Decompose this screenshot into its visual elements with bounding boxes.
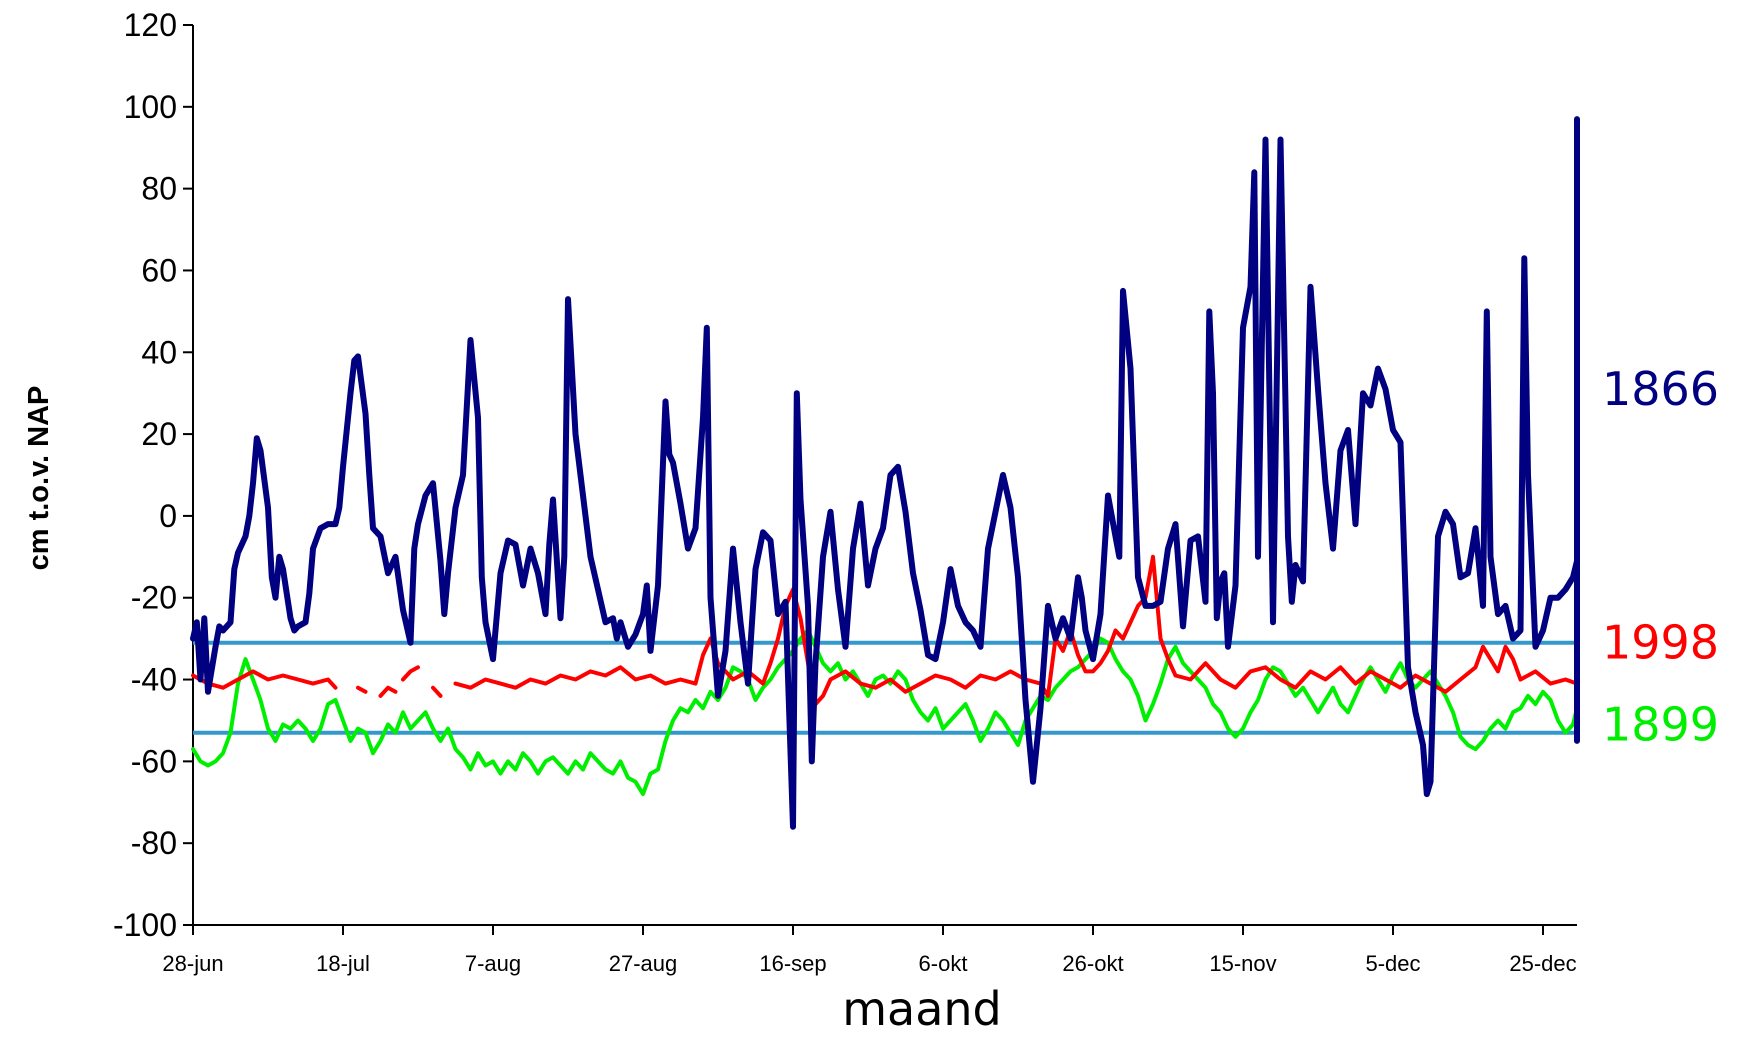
x-tick-label: 5-dec	[1365, 951, 1420, 976]
series-annotation-1899: 1899	[1602, 698, 1719, 752]
series-line-1998	[453, 554, 1579, 707]
x-tick-label: 7-aug	[465, 951, 521, 976]
series-line-1998	[356, 685, 368, 694]
x-axis-label: maand	[842, 982, 1002, 1036]
chart-labels: 1866 1998 1899	[1602, 362, 1719, 751]
y-tick-label: 60	[141, 252, 177, 288]
x-tick-label: 16-sep	[759, 951, 826, 976]
y-tick-label: -80	[131, 825, 177, 861]
series-annotation-1998: 1998	[1602, 616, 1719, 670]
x-tick-label: 25-dec	[1509, 951, 1576, 976]
series-layer	[190, 116, 1580, 830]
y-tick-label: 100	[124, 89, 177, 125]
x-tick-label: 18-jul	[316, 951, 370, 976]
reference-lines	[193, 640, 1577, 735]
x-tick-label: 15-nov	[1209, 951, 1276, 976]
series-line-1998	[431, 685, 443, 698]
x-tick-label: 28-jun	[162, 951, 223, 976]
y-axis-label: cm t.o.v. NAP	[23, 386, 55, 571]
chart-axes: 120 100 80 60 40 20 0 -20 -40 -60 -80 -100 28-jun 18-…	[113, 7, 1577, 976]
y-tick-label: -100	[113, 907, 177, 943]
series-line-1866	[190, 116, 1580, 830]
series-line-1998	[378, 685, 398, 698]
series-annotation-1866: 1866	[1602, 362, 1719, 416]
y-tick-label: -40	[131, 662, 177, 698]
series-line-1998	[191, 669, 338, 690]
y-tick-label: 0	[159, 498, 177, 534]
x-tick-label: 27-aug	[609, 951, 678, 976]
y-tick-label: 120	[124, 7, 177, 43]
y-tick-label: 20	[141, 416, 177, 452]
y-tick-label: -20	[131, 580, 177, 616]
y-tick-label: -60	[131, 743, 177, 779]
y-tick-label: 80	[141, 171, 177, 207]
x-tick-label: 26-okt	[1062, 951, 1123, 976]
series-line-1899	[191, 628, 1579, 797]
series-line-1998	[401, 665, 420, 682]
x-tick-label: 6-okt	[919, 951, 968, 976]
y-tick-label: 40	[141, 334, 177, 370]
